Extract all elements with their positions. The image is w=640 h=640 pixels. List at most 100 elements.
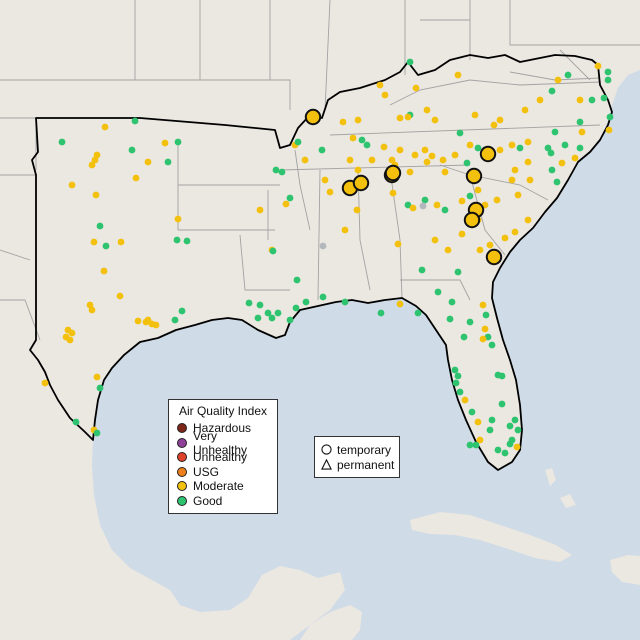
site-marker[interactable] (431, 236, 439, 244)
site-marker[interactable] (161, 139, 169, 147)
site-marker[interactable] (293, 276, 301, 284)
site-marker[interactable] (318, 146, 326, 154)
temporary-site-marker[interactable] (479, 145, 497, 163)
temporary-site-marker[interactable] (485, 248, 503, 266)
site-marker[interactable] (594, 62, 602, 70)
site-marker[interactable] (100, 267, 108, 275)
temporary-site-marker[interactable] (352, 174, 370, 192)
site-marker[interactable] (466, 318, 474, 326)
site-marker[interactable] (498, 400, 506, 408)
site-marker[interactable] (524, 216, 532, 224)
site-marker[interactable] (496, 146, 504, 154)
site-marker[interactable] (486, 241, 494, 249)
site-marker[interactable] (183, 237, 191, 245)
site-marker[interactable] (468, 408, 476, 416)
site-marker[interactable] (90, 238, 98, 246)
site-marker[interactable] (501, 449, 509, 457)
site-marker[interactable] (292, 304, 300, 312)
site-marker[interactable] (458, 197, 466, 205)
site-marker[interactable] (68, 329, 76, 337)
site-marker[interactable] (521, 106, 529, 114)
site-marker[interactable] (508, 141, 516, 149)
site-marker[interactable] (134, 317, 142, 325)
site-marker[interactable] (494, 446, 502, 454)
site-marker[interactable] (458, 230, 466, 238)
site-marker[interactable] (412, 84, 420, 92)
site-marker[interactable] (498, 372, 506, 380)
site-marker[interactable] (368, 156, 376, 164)
site-marker[interactable] (354, 116, 362, 124)
site-marker[interactable] (171, 316, 179, 324)
site-marker[interactable] (474, 186, 482, 194)
site-marker[interactable] (256, 206, 264, 214)
site-marker[interactable] (346, 156, 354, 164)
site-marker[interactable] (272, 166, 280, 174)
site-marker[interactable] (600, 94, 608, 102)
site-marker[interactable] (474, 144, 482, 152)
site-marker[interactable] (389, 189, 397, 197)
site-marker[interactable] (511, 228, 519, 236)
site-marker[interactable] (506, 440, 514, 448)
site-marker[interactable] (396, 146, 404, 154)
site-marker[interactable] (441, 206, 449, 214)
site-marker[interactable] (319, 293, 327, 301)
site-marker[interactable] (576, 96, 584, 104)
site-marker[interactable] (377, 309, 385, 317)
site-marker[interactable] (421, 146, 429, 154)
site-marker[interactable] (479, 301, 487, 309)
site-marker[interactable] (536, 96, 544, 104)
site-marker[interactable] (508, 176, 516, 184)
site-marker[interactable] (548, 166, 556, 174)
site-marker[interactable] (456, 129, 464, 137)
site-marker[interactable] (92, 191, 100, 199)
site-marker[interactable] (554, 76, 562, 84)
site-marker[interactable] (604, 76, 612, 84)
site-marker[interactable] (319, 242, 327, 250)
site-marker[interactable] (341, 226, 349, 234)
site-marker[interactable] (419, 202, 427, 210)
site-marker[interactable] (476, 436, 484, 444)
site-marker[interactable] (164, 158, 172, 166)
site-marker[interactable] (282, 200, 290, 208)
site-marker[interactable] (461, 396, 469, 404)
site-marker[interactable] (524, 158, 532, 166)
temporary-site-marker[interactable] (463, 211, 481, 229)
site-marker[interactable] (380, 143, 388, 151)
site-marker[interactable] (514, 426, 522, 434)
site-marker[interactable] (501, 234, 509, 242)
site-marker[interactable] (446, 315, 454, 323)
site-marker[interactable] (72, 418, 80, 426)
site-marker[interactable] (466, 441, 474, 449)
site-marker[interactable] (268, 314, 276, 322)
temporary-site-marker[interactable] (304, 108, 322, 126)
site-marker[interactable] (409, 204, 417, 212)
site-marker[interactable] (514, 191, 522, 199)
site-marker[interactable] (381, 91, 389, 99)
site-marker[interactable] (428, 152, 436, 160)
temporary-site-marker[interactable] (465, 167, 483, 185)
site-marker[interactable] (544, 144, 552, 152)
site-marker[interactable] (460, 333, 468, 341)
site-marker[interactable] (174, 138, 182, 146)
site-marker[interactable] (553, 178, 561, 186)
site-marker[interactable] (404, 113, 412, 121)
site-marker[interactable] (294, 138, 302, 146)
site-marker[interactable] (286, 316, 294, 324)
temporary-site-marker[interactable] (384, 164, 402, 182)
site-marker[interactable] (516, 144, 524, 152)
site-marker[interactable] (363, 141, 371, 149)
site-marker[interactable] (558, 159, 566, 167)
site-marker[interactable] (561, 141, 569, 149)
site-marker[interactable] (152, 321, 160, 329)
site-marker[interactable] (471, 111, 479, 119)
site-marker[interactable] (66, 336, 74, 344)
site-marker[interactable] (116, 292, 124, 300)
site-marker[interactable] (454, 71, 462, 79)
site-marker[interactable] (286, 194, 294, 202)
site-marker[interactable] (439, 156, 447, 164)
site-marker[interactable] (472, 441, 480, 449)
site-marker[interactable] (488, 416, 496, 424)
site-marker[interactable] (604, 68, 612, 76)
site-marker[interactable] (511, 416, 519, 424)
